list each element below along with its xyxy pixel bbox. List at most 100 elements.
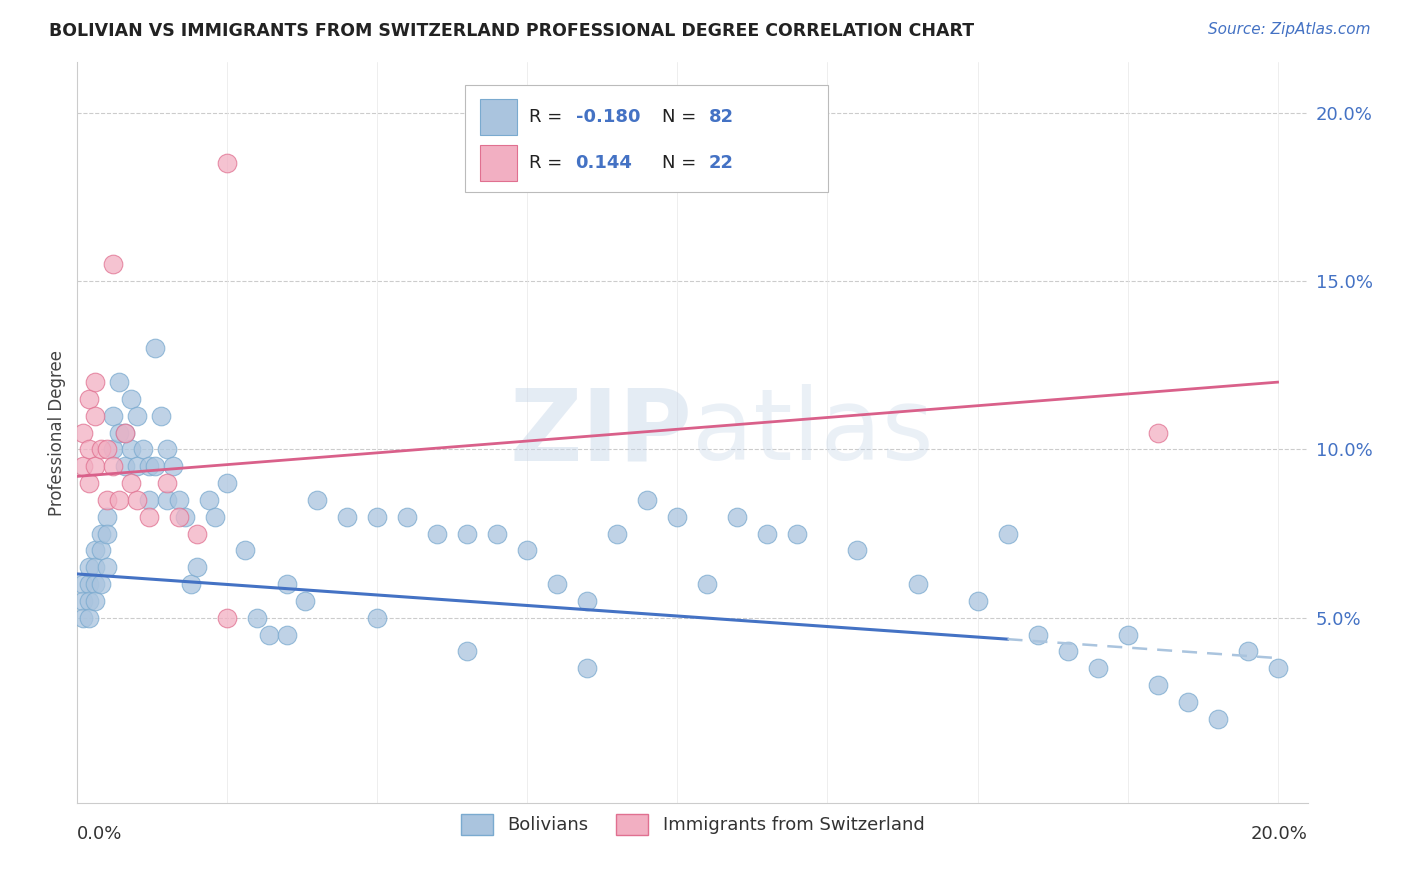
Point <box>294 594 316 608</box>
Point <box>127 459 149 474</box>
Point <box>96 492 118 507</box>
Point <box>108 375 131 389</box>
Point <box>1056 644 1078 658</box>
Point <box>120 392 142 406</box>
Point <box>150 409 173 423</box>
Point <box>846 543 869 558</box>
Point <box>486 526 509 541</box>
Point <box>235 543 257 558</box>
Point <box>1236 644 1258 658</box>
Point <box>786 526 808 541</box>
Text: BOLIVIAN VS IMMIGRANTS FROM SWITZERLAND PROFESSIONAL DEGREE CORRELATION CHART: BOLIVIAN VS IMMIGRANTS FROM SWITZERLAND … <box>49 22 974 40</box>
Text: ZIP: ZIP <box>509 384 693 481</box>
Point <box>169 492 191 507</box>
Point <box>114 425 136 440</box>
Point <box>79 392 101 406</box>
Point <box>276 627 298 641</box>
Point <box>456 526 478 541</box>
Point <box>907 577 929 591</box>
Text: 20.0%: 20.0% <box>1251 825 1308 843</box>
Point <box>246 610 269 624</box>
Text: 0.144: 0.144 <box>575 154 633 172</box>
Point <box>72 577 94 591</box>
Point <box>79 476 101 491</box>
Point <box>169 509 191 524</box>
Point <box>756 526 779 541</box>
Point <box>546 577 568 591</box>
Point <box>90 526 112 541</box>
Point <box>72 610 94 624</box>
Point <box>1146 678 1168 692</box>
Point <box>217 610 239 624</box>
Text: N =: N = <box>662 154 702 172</box>
FancyBboxPatch shape <box>479 145 516 181</box>
Point <box>84 543 107 558</box>
Point <box>636 492 658 507</box>
Point <box>79 610 101 624</box>
Point <box>426 526 449 541</box>
Text: Source: ZipAtlas.com: Source: ZipAtlas.com <box>1208 22 1371 37</box>
Point <box>79 577 101 591</box>
Point <box>156 492 179 507</box>
Point <box>456 644 478 658</box>
Point <box>96 442 118 457</box>
Text: -0.180: -0.180 <box>575 108 640 127</box>
Point <box>84 560 107 574</box>
Point <box>1087 661 1109 675</box>
Point <box>1177 695 1199 709</box>
Point <box>96 560 118 574</box>
Point <box>127 409 149 423</box>
Point <box>156 442 179 457</box>
Point <box>259 627 281 641</box>
Point <box>72 425 94 440</box>
Point <box>276 577 298 591</box>
Point <box>336 509 359 524</box>
Point <box>1146 425 1168 440</box>
Point <box>1116 627 1139 641</box>
Point <box>174 509 197 524</box>
Point <box>84 459 107 474</box>
Text: 22: 22 <box>709 154 734 172</box>
Point <box>72 459 94 474</box>
Y-axis label: Professional Degree: Professional Degree <box>48 350 66 516</box>
Text: 0.0%: 0.0% <box>77 825 122 843</box>
Point <box>217 476 239 491</box>
Point <box>72 594 94 608</box>
Text: 82: 82 <box>709 108 734 127</box>
Point <box>96 509 118 524</box>
Point <box>103 409 125 423</box>
Point <box>114 425 136 440</box>
Point <box>79 560 101 574</box>
Point <box>180 577 202 591</box>
Point <box>162 459 184 474</box>
Point <box>84 594 107 608</box>
Point <box>138 509 160 524</box>
Point <box>204 509 226 524</box>
Text: R =: R = <box>529 108 568 127</box>
Point <box>1026 627 1049 641</box>
Point <box>120 476 142 491</box>
Text: N =: N = <box>662 108 702 127</box>
Point <box>997 526 1019 541</box>
Point <box>366 610 388 624</box>
Point <box>576 661 599 675</box>
Point <box>186 560 208 574</box>
Point <box>108 425 131 440</box>
Point <box>138 492 160 507</box>
Point <box>156 476 179 491</box>
Point <box>186 526 208 541</box>
Point <box>143 342 166 356</box>
Point <box>120 442 142 457</box>
Point <box>198 492 221 507</box>
Point <box>138 459 160 474</box>
FancyBboxPatch shape <box>479 99 516 135</box>
Legend: Bolivians, Immigrants from Switzerland: Bolivians, Immigrants from Switzerland <box>453 806 932 842</box>
Point <box>727 509 749 524</box>
Point <box>108 492 131 507</box>
Point <box>90 577 112 591</box>
Point <box>307 492 329 507</box>
Text: atlas: atlas <box>693 384 934 481</box>
Point <box>114 459 136 474</box>
Point <box>606 526 628 541</box>
Point <box>696 577 718 591</box>
